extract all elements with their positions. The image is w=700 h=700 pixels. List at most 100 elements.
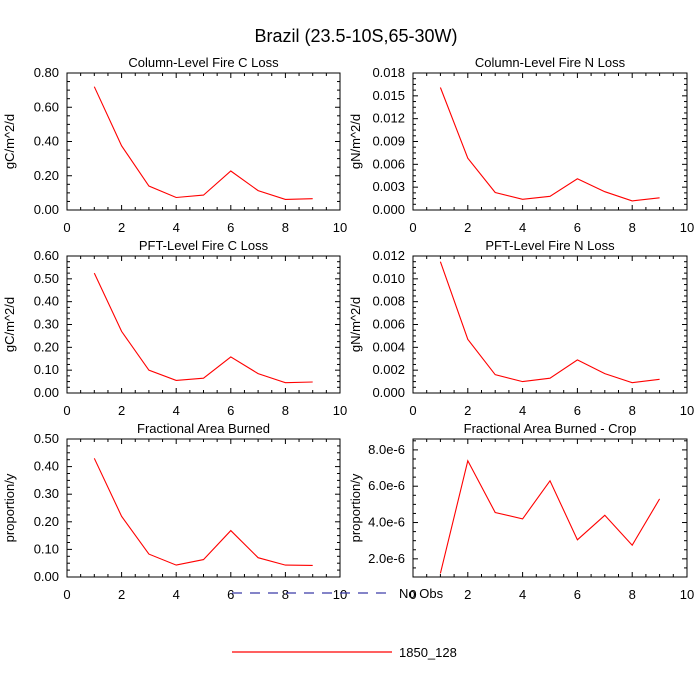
x-tick-label: 6 [574,403,581,418]
y-tick-label: 0.10 [34,362,59,377]
y-tick-label: 0.40 [34,134,59,149]
x-tick-label: 10 [333,587,347,602]
chart-panel-2: Column-Level Fire N Loss 0 2 4 6 8 10 0.000 0.00… [348,55,694,235]
x-tick-label: 8 [282,587,289,602]
y-tick-label: 0.50 [34,271,59,286]
x-tick-label: 2 [118,587,125,602]
y-tick-label: 0.00 [34,385,59,400]
figure-title: Brazil (23.5-10S,65-30W) [254,26,457,46]
x-tick-label: 0 [63,403,70,418]
y-tick-label: 0.010 [372,271,405,286]
x-tick-label: 4 [519,220,526,235]
y-tick-label: 0.00 [34,202,59,217]
y-tick-label: 0.000 [372,202,405,217]
x-tick-label: 0 [409,403,416,418]
x-tick-label: 2 [464,220,471,235]
panels: Column-Level Fire C Loss 0 2 4 6 8 10 0.00 0.20 0… [2,55,694,602]
x-tick-label: 2 [464,587,471,602]
x-tick-label: 10 [333,220,347,235]
x-tick-label: 6 [574,587,581,602]
y-axis-label: gC/m^2/d [2,114,17,169]
y-tick-label: 0.006 [372,156,405,171]
y-tick-label: 0.006 [372,317,405,332]
series-line-1850-128 [439,87,660,202]
y-tick-label: 0.30 [34,317,59,332]
y-tick-label: 2.0e-6 [368,551,405,566]
x-tick-label: 0 [409,587,416,602]
x-tick-label: 8 [629,403,636,418]
x-tick-label: 0 [63,587,70,602]
x-tick-label: 0 [63,220,70,235]
x-tick-label: 4 [519,587,526,602]
x-tick-label: 8 [629,587,636,602]
x-tick-label: 4 [173,220,180,235]
x-tick-label: 8 [282,403,289,418]
x-tick-label: 8 [282,220,289,235]
x-tick-label: 6 [227,403,234,418]
chart-panel-6: Fractional Area Burned - Crop 0 2 4 6 8 10 2.0e… [348,421,694,602]
series-line-1850-128 [439,459,661,574]
y-tick-label: 0.008 [372,294,405,309]
x-tick-label: 6 [227,587,234,602]
y-tick-label: 0.009 [372,134,405,149]
y-tick-label: 0.60 [34,248,59,263]
y-tick-label: 0.40 [34,294,59,309]
chart-panel-1: Column-Level Fire C Loss 0 2 4 6 8 10 0.00 0.20 0… [2,55,347,235]
panel-title: PFT-Level Fire N Loss [485,238,615,253]
x-tick-label: 2 [118,220,125,235]
y-tick-label: 8.0e-6 [368,442,405,457]
y-tick-label: 0.00 [34,569,59,584]
plot-frame [412,72,688,211]
x-tick-label: 4 [519,403,526,418]
x-tick-label: 8 [629,220,636,235]
panel-title: Fractional Area Burned [137,421,270,436]
y-tick-label: 0.002 [372,362,405,377]
y-tick-label: 0.015 [372,88,405,103]
y-tick-label: 0.20 [34,339,59,354]
y-tick-label: 0.20 [34,168,59,183]
x-tick-label: 0 [409,220,416,235]
x-tick-label: 2 [464,403,471,418]
y-tick-label: 0.30 [34,486,59,501]
plot-frame [412,255,688,394]
x-tick-label: 2 [118,403,125,418]
x-tick-label: 10 [680,403,694,418]
plot-frame [66,438,341,578]
chart-panel-5: Fractional Area Burned 0 2 4 6 8 10 0.00 0.10 0.2… [2,421,347,602]
y-axis-label: proportion/y [2,473,17,542]
y-tick-label: 0.10 [34,541,59,556]
y-tick-label: 0.012 [372,111,405,126]
x-tick-label: 6 [574,220,581,235]
legend-label-no-obs: No Obs [399,586,444,601]
panel-title: PFT-Level Fire C Loss [139,238,269,253]
y-axis-label: proportion/y [348,473,363,542]
y-tick-label: 4.0e-6 [368,515,405,530]
legend-entry-no-obs: No Obs [232,586,444,601]
y-axis-label: gN/m^2/d [348,297,363,352]
y-tick-label: 6.0e-6 [368,478,405,493]
series-line-1850-128 [93,272,313,384]
panel-title: Column-Level Fire N Loss [475,55,626,70]
series-line-1850-128 [93,86,313,200]
x-tick-label: 10 [680,587,694,602]
y-axis-label: gC/m^2/d [2,297,17,352]
plot-frame [66,72,341,211]
legend: No Obs 1850_128 [232,586,457,660]
plot-frame [412,438,688,578]
legend-entry-1850-128: 1850_128 [232,645,457,660]
y-tick-label: 0.012 [372,248,405,263]
chart-panel-3: PFT-Level Fire C Loss 0 2 4 6 8 10 0.00 0.10 0.20… [2,238,347,418]
y-tick-label: 0.004 [372,339,405,354]
series-line-1850-128 [439,261,660,384]
panel-title: Fractional Area Burned - Crop [464,421,637,436]
y-tick-label: 0.20 [34,514,59,529]
x-tick-label: 10 [680,220,694,235]
x-tick-label: 4 [173,587,180,602]
y-tick-label: 0.000 [372,385,405,400]
y-tick-label: 0.40 [34,459,59,474]
plot-frame [66,255,341,394]
y-tick-label: 0.018 [372,65,405,80]
y-tick-label: 0.003 [372,179,405,194]
series-line-1850-128 [93,458,313,566]
